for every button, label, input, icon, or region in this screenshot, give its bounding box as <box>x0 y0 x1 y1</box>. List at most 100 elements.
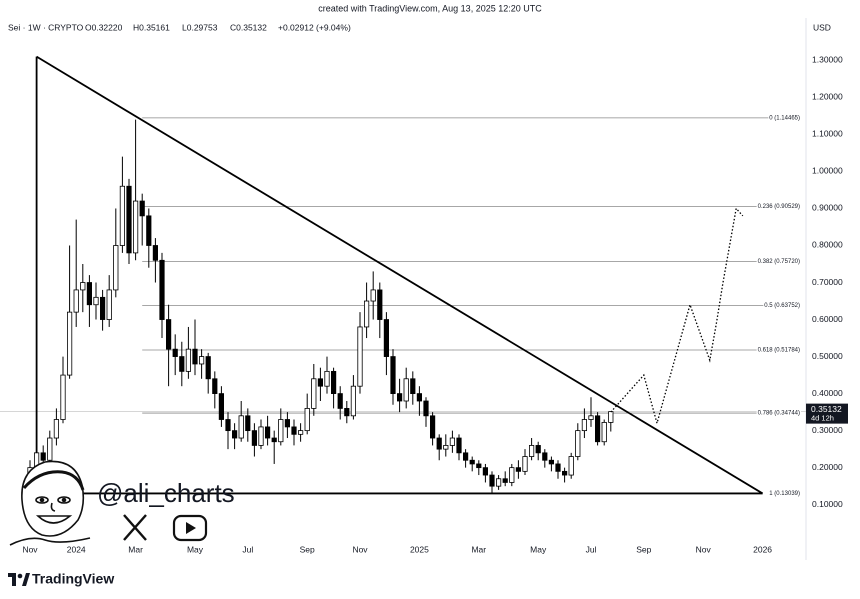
candle-body <box>416 393 423 402</box>
candle-body <box>588 415 594 420</box>
candle-body <box>495 478 502 487</box>
x-tick-label: May <box>187 544 204 554</box>
ohlc-close: C0.35132 <box>230 22 267 32</box>
candle-body <box>330 370 337 394</box>
candle-body <box>192 348 198 365</box>
candle-body <box>344 408 350 417</box>
x-tick-label: Mar <box>471 544 486 554</box>
fib-label-bg <box>768 115 801 122</box>
price-change: +0.02912 (+9.04%) <box>278 22 351 32</box>
x-icon <box>123 514 147 541</box>
y-tick-label: 0.30000 <box>812 425 843 435</box>
candle-body <box>264 426 271 439</box>
candle-body <box>509 467 515 483</box>
x-tick-label: May <box>530 544 547 554</box>
candle-body <box>568 456 574 476</box>
youtube-icon <box>172 514 208 542</box>
last-price-box <box>806 403 848 424</box>
candle-body <box>377 289 383 320</box>
candle-body <box>284 419 291 428</box>
y-tick-label: 1.20000 <box>812 92 843 102</box>
candle-body <box>476 463 482 469</box>
y-tick-label: 1.00000 <box>812 166 843 176</box>
candle-body <box>100 296 106 320</box>
candle-body <box>231 430 238 439</box>
candle-body <box>304 408 310 432</box>
y-tick-label: 1.10000 <box>812 129 843 139</box>
fib-label: 0.382 (0.75720) <box>758 259 800 265</box>
candle-body <box>80 282 86 291</box>
candle-body <box>370 289 376 302</box>
candle-body <box>132 200 139 254</box>
fib-label: 0.5 (0.63752) <box>764 303 800 309</box>
candle-body <box>423 400 429 417</box>
candle-body <box>139 200 145 217</box>
y-tick-label: 0.10000 <box>812 499 843 509</box>
candle-body <box>218 393 224 420</box>
candle-body <box>469 459 475 465</box>
candle-body <box>601 422 607 443</box>
fib-label: 0 (1.14465) <box>769 115 800 121</box>
candle-body <box>482 467 489 476</box>
x-tick-label: Nov <box>352 544 368 554</box>
projection-line <box>610 207 744 426</box>
ohlc-low: L0.29753 <box>182 22 218 32</box>
fib-label-bg <box>763 303 801 310</box>
candle-body <box>443 445 449 450</box>
x-tick-label: Mar <box>128 544 143 554</box>
candle-body <box>119 185 125 246</box>
candle-body <box>93 296 99 306</box>
candle-body <box>198 356 205 365</box>
candle-body <box>238 415 244 439</box>
watermark-handle: @ali_charts <box>97 478 235 508</box>
candle-body <box>548 459 555 465</box>
candle-body <box>251 430 257 446</box>
candle-body <box>205 356 211 380</box>
candle-body <box>53 419 60 439</box>
y-tick-label: 0.20000 <box>812 462 843 472</box>
candle-body <box>297 430 304 435</box>
currency: USD <box>813 22 831 32</box>
x-tick-label: Nov <box>22 544 38 554</box>
candle-body <box>165 319 172 350</box>
candle-body <box>429 415 436 439</box>
tradingview-logo <box>8 573 30 586</box>
candle-body <box>337 393 343 409</box>
created-note: created with TradingView.com, Aug 13, 20… <box>318 3 542 13</box>
candle-body <box>311 378 317 409</box>
x-tick-label: Sep <box>636 544 651 554</box>
fib-label-bg <box>756 410 801 417</box>
candle-body <box>159 259 165 320</box>
candle-body <box>73 289 79 313</box>
candle-body <box>67 311 73 376</box>
x-tick-label: Jul <box>586 544 597 554</box>
candle-body <box>456 437 462 454</box>
fib-label: 0.786 (0.34744) <box>758 411 800 417</box>
candle-body <box>535 445 541 454</box>
candle-body <box>212 378 218 394</box>
footer-brand: TradingView <box>32 571 114 587</box>
x-tick-label: Sep <box>300 544 315 554</box>
candle-body <box>489 474 495 487</box>
candle-body <box>575 430 581 457</box>
candle-body <box>146 215 152 246</box>
x-tick-label: Jul <box>242 544 253 554</box>
fib-label-bg <box>768 491 801 498</box>
fib-label: 1 (0.13039) <box>769 491 800 497</box>
last-price-label: 0.35132 <box>811 404 842 414</box>
candle-body <box>522 456 528 472</box>
candle-body <box>271 437 277 443</box>
x-tick-label: 2024 <box>67 544 86 554</box>
candle-body <box>291 426 297 435</box>
candle-body <box>555 463 561 472</box>
ohlc-high: H0.35161 <box>133 22 170 32</box>
candle-body <box>542 452 548 461</box>
candle-body <box>179 356 185 372</box>
candle-body <box>403 378 409 402</box>
candle-body <box>113 245 119 291</box>
x-tick-label: Nov <box>696 544 712 554</box>
candle-body <box>60 374 66 420</box>
trendline <box>36 55 764 495</box>
candle-body <box>515 467 522 472</box>
candle-body <box>86 282 92 306</box>
